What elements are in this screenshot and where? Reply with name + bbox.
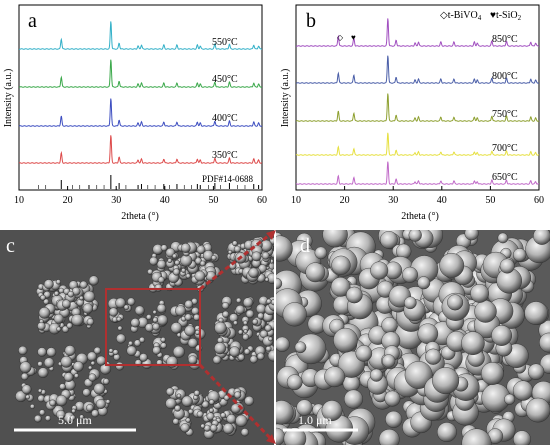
series-line-800	[295, 55, 540, 84]
panel-b-series	[295, 18, 540, 185]
series-label-450: 450°C	[212, 74, 238, 85]
panel-b-xticks: 10 20 30 40 50 60	[291, 186, 544, 206]
series-line-350	[18, 135, 263, 164]
panel-a-letter: a	[28, 10, 37, 32]
heart-icon: ♥	[490, 10, 496, 21]
panel-a-xlabel: 2theta (°)	[121, 211, 159, 222]
series-line-400	[18, 98, 263, 127]
series-label-550: 550°C	[212, 37, 238, 48]
panel-b-frame	[295, 4, 540, 191]
x-tick-label: 10	[291, 195, 301, 206]
panel-a-ylabel: Intensity (a.u.)	[3, 69, 14, 128]
peak-marker-sio2: ♥	[351, 33, 356, 42]
x-tick-label: 30	[388, 195, 398, 206]
panel-a-series	[18, 21, 263, 164]
panel-d-scalebar-label: 1.0 μm	[298, 413, 332, 427]
panel-a-xticks: 10 20 30 40 50 60	[14, 186, 267, 206]
series-label-750: 750°C	[492, 109, 518, 120]
legend-sio2: ♥t-SiO2	[490, 10, 522, 22]
panel-b: b Intensity (a.u.) 2theta (°) 10 20 30 40 50…	[280, 4, 544, 222]
peak-marker-bivo4: ◇	[337, 33, 344, 42]
x-tick-label: 20	[340, 195, 350, 206]
series-line-700	[295, 132, 540, 156]
series-label-650: 650°C	[492, 172, 518, 183]
x-tick-label: 40	[160, 195, 170, 206]
x-tick-label: 60	[534, 195, 544, 206]
x-tick-label: 50	[208, 195, 218, 206]
series-line-650	[295, 161, 540, 185]
diamond-icon: ◇	[440, 10, 448, 21]
zoom-connector	[198, 230, 276, 444]
series-line-750	[295, 93, 540, 122]
reference-label: PDF#14-0688	[202, 174, 254, 184]
x-tick-label: 50	[485, 195, 495, 206]
panel-a-reference-lines	[38, 175, 260, 189]
series-line-450	[18, 59, 263, 88]
panel-c-letter: c	[6, 235, 15, 257]
panel-c-sem-image: 5.0 μm c	[0, 230, 274, 445]
panel-d-sem-image: 1.0 μm d	[276, 230, 550, 445]
panel-a: a Intensity (a.u.) 2theta (°) 10 20 30 40 50…	[3, 4, 267, 222]
panel-d-letter: d	[300, 235, 310, 257]
series-line-550	[18, 21, 263, 50]
panel-b-xlabel: 2theta (°)	[401, 211, 439, 222]
x-tick-label: 40	[437, 195, 447, 206]
x-tick-label: 20	[63, 195, 73, 206]
panel-b-ylabel: Intensity (a.u.)	[280, 69, 291, 128]
series-label-850: 850°C	[492, 34, 518, 45]
panel-b-letter: b	[306, 10, 316, 32]
series-line-850	[295, 18, 540, 47]
x-tick-label: 60	[257, 195, 267, 206]
panel-c-scalebar-label: 5.0 μm	[58, 413, 92, 427]
x-tick-label: 30	[111, 195, 121, 206]
zoom-box	[105, 288, 201, 366]
legend-bivo4: ◇t-BiVO4	[440, 10, 482, 22]
panel-a-frame	[18, 4, 263, 191]
x-tick-label: 10	[14, 195, 24, 206]
series-label-350: 350°C	[212, 150, 238, 161]
series-label-400: 400°C	[212, 113, 238, 124]
series-label-700: 700°C	[492, 143, 518, 154]
series-label-800: 800°C	[492, 71, 518, 82]
